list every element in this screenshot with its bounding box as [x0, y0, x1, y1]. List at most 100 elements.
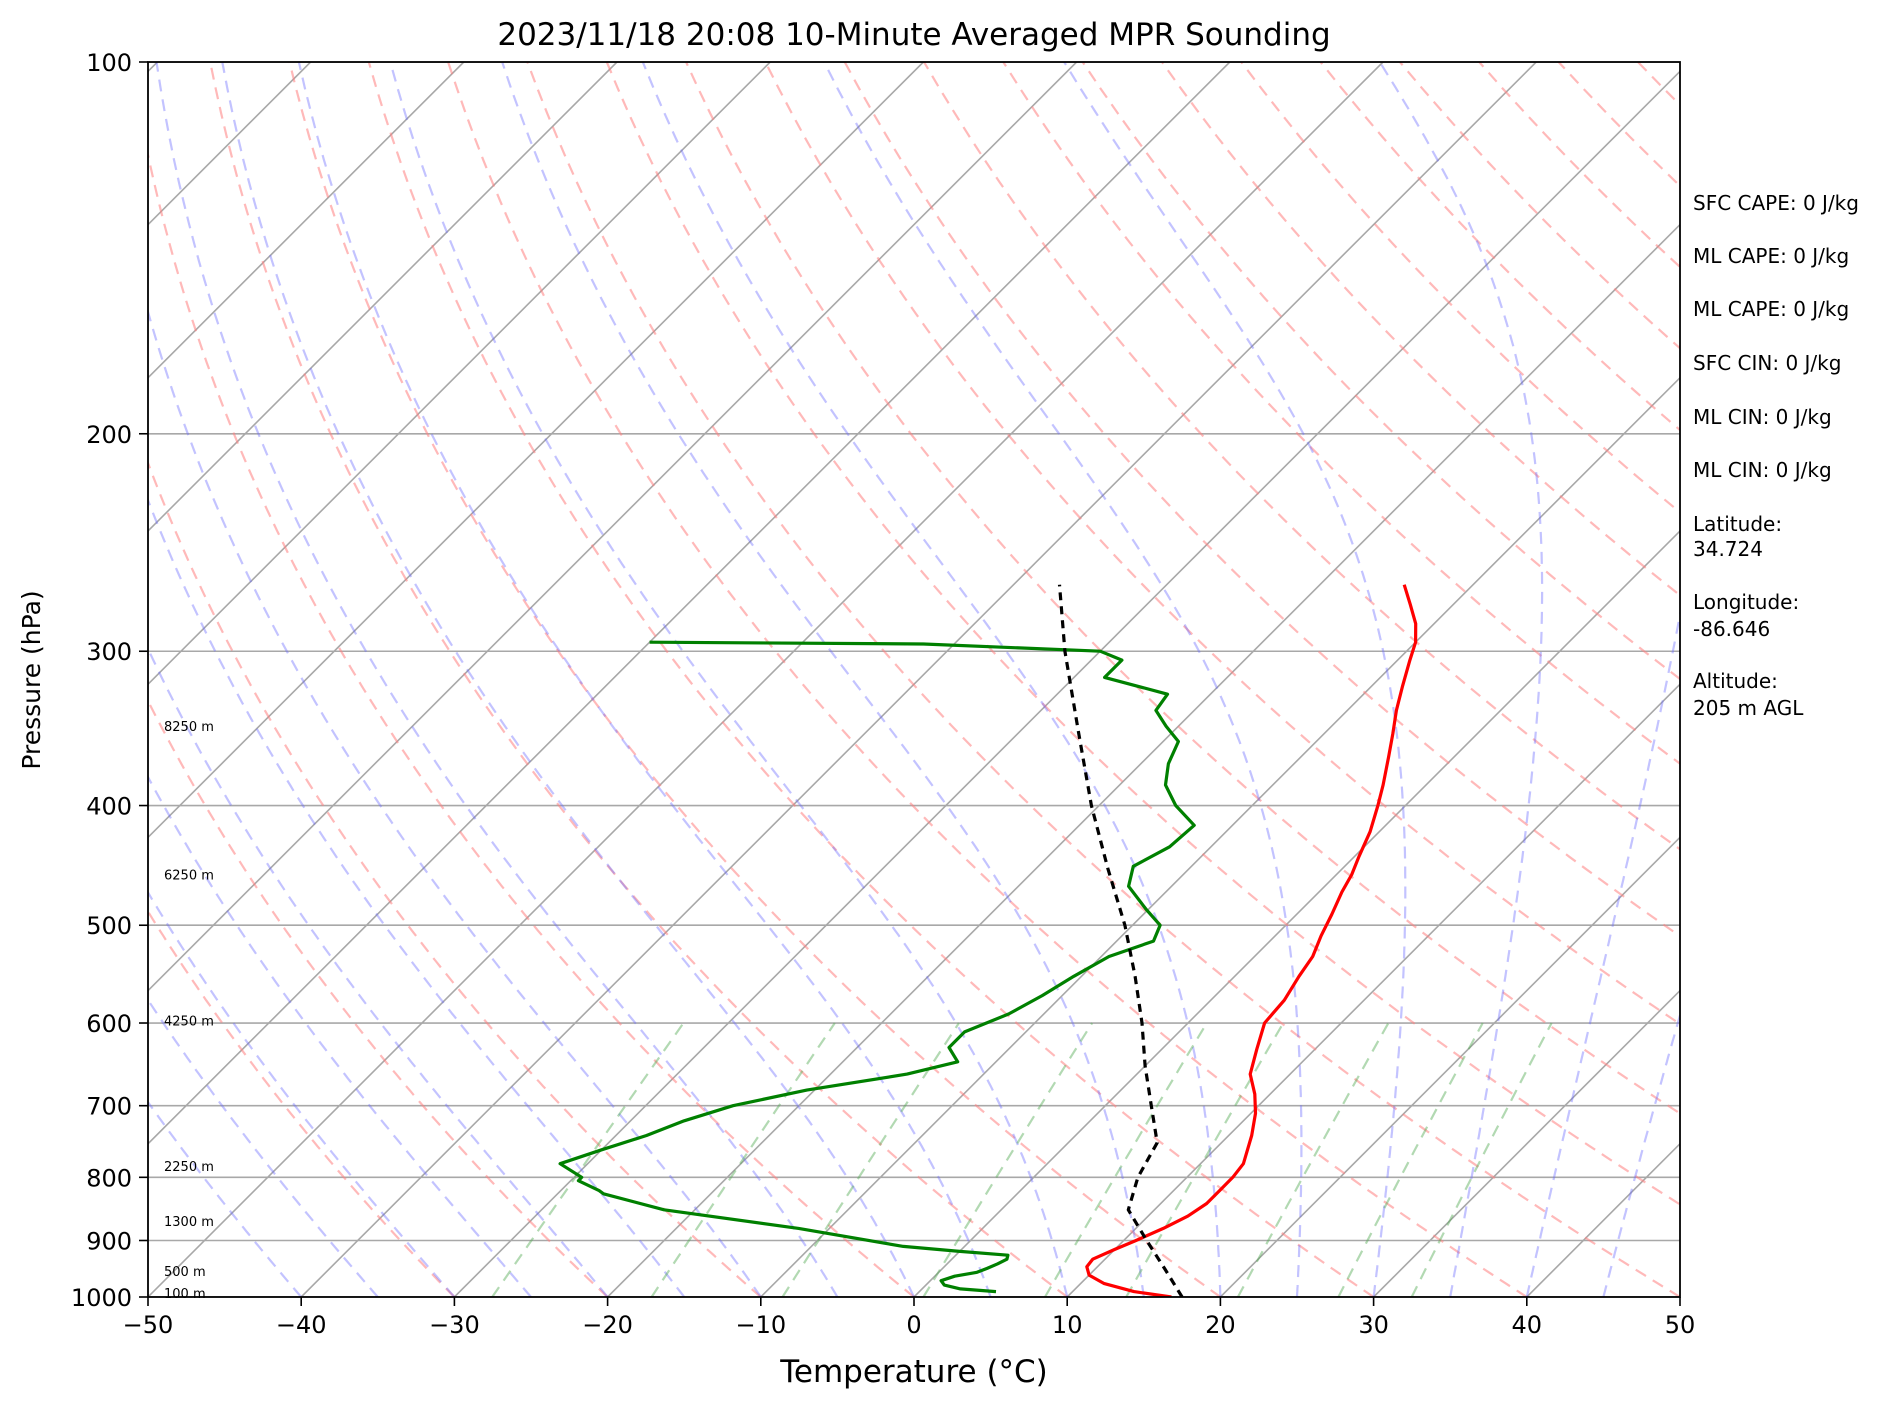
moist-adiabat: [297, 62, 992, 1297]
isotherm-line: [148, 62, 1078, 992]
height-label: 8250 m: [164, 720, 214, 735]
y-tick-label: 900: [86, 1227, 132, 1255]
height-label: 1300 m: [164, 1215, 214, 1230]
stat-altitude-value: 205 m AGL: [1693, 696, 1804, 720]
chart-title: 2023/11/18 20:08 10-Minute Averaged MPR …: [497, 17, 1330, 53]
x-axis-label: Temperature (°C): [779, 1354, 1048, 1390]
isotherm-line: [607, 223, 1680, 1297]
height-labels: 8250 m 6250 m 4250 m 2250 m 1300 m 500 m 100 m: [164, 720, 214, 1302]
x-tick-label: −10: [735, 1311, 786, 1339]
moist-adiabat: [823, 62, 1303, 1297]
moist-adiabat: [1378, 62, 1544, 1297]
moist-adiabat: [389, 62, 1069, 1297]
stat-ml-cin: ML CIN: 0 J/kg: [1693, 405, 1832, 429]
isotherm-line: [0, 62, 4, 1297]
isotherm-line: [1066, 683, 1680, 1297]
isotherm-line: [148, 62, 924, 839]
dry-adiabat: [148, 459, 762, 1297]
stat-longitude-label: Longitude:: [1693, 590, 1799, 614]
dry-adiabat: [148, 909, 456, 1297]
mixing-ratio-line: [1337, 1022, 1484, 1297]
dry-adiabat: [526, 62, 1680, 1297]
stat-ml-cin-2: ML CIN: 0 J/kg: [1693, 458, 1832, 482]
height-label: 6250 m: [164, 869, 214, 884]
isotherm-line: [453, 70, 1680, 1297]
y-tick-label: 500: [86, 912, 132, 940]
moist-adiabat: [155, 62, 839, 1297]
mixing-ratio-line: [922, 1022, 1094, 1297]
moist-adiabat: [148, 890, 456, 1297]
plot-frame: [147, 61, 1681, 1298]
isotherm-line: [913, 529, 1680, 1297]
y-tick-label: 700: [86, 1093, 132, 1121]
tick-layer: −50 −40 −30 −20 −10 0 10 20 30 40 50 100 200 300 400 50…: [71, 49, 1695, 1339]
moist-adiabat: [1602, 1011, 1680, 1297]
dry-adiabat: [288, 62, 1222, 1297]
dry-adiabat: [148, 698, 609, 1297]
stat-longitude-value: -86.646: [1693, 617, 1770, 641]
dry-adiabat: [148, 149, 915, 1297]
x-tick-label: 50: [1665, 1311, 1696, 1339]
mixing-ratio-line: [781, 1022, 960, 1297]
isotherm-line: [760, 376, 1680, 1297]
dry-adiabat: [447, 62, 1528, 1297]
isotherm-line: [148, 62, 618, 533]
isotherm-line: [148, 62, 465, 379]
y-axis-label: Pressure (hPa): [17, 590, 46, 769]
height-label: 100 m: [164, 1287, 206, 1302]
moist-adiabat: [1063, 62, 1407, 1297]
isotherm-line: [148, 62, 1384, 1297]
isotherm-line: [148, 62, 312, 226]
y-tick-label: 100: [86, 49, 132, 77]
isotherm-line: [1373, 989, 1680, 1297]
stat-sfc-cin: SFC CIN: 0 J/kg: [1693, 351, 1841, 375]
parcel-path: [1057, 584, 1184, 1297]
isotherm-line: [148, 62, 771, 686]
x-tick-label: −40: [276, 1311, 327, 1339]
stat-ml-cape-2: ML CAPE: 0 J/kg: [1693, 297, 1849, 321]
mixing-ratio-line: [1410, 1022, 1553, 1297]
mixing-ratio-line: [1044, 1022, 1208, 1297]
mixing-ratio-line: [1236, 1022, 1390, 1297]
mixing-ratio-line: [650, 1022, 836, 1297]
moist-adiabat: [1525, 609, 1680, 1297]
stats-panel: SFC CAPE: 0 J/kg ML CAPE: 0 J/kg ML CAPE…: [1693, 191, 1859, 720]
x-tick-label: 30: [1358, 1311, 1389, 1339]
y-tick-label: 400: [86, 793, 132, 821]
x-tick-label: 0: [906, 1311, 921, 1339]
height-label: 4250 m: [164, 1014, 214, 1029]
moist-adiabat: [501, 62, 1145, 1297]
moist-adiabat: [641, 62, 1222, 1297]
moist-adiabat: [148, 497, 686, 1297]
series-layer: [558, 584, 1418, 1297]
x-tick-label: −20: [582, 1311, 633, 1339]
background-lines: [0, 62, 1680, 1297]
moist-adiabat: [221, 62, 915, 1297]
dry-adiabat: [367, 62, 1375, 1297]
y-tick-label: 600: [86, 1010, 132, 1038]
y-tick-label: 1000: [71, 1284, 132, 1312]
dry-adiabat: [605, 62, 1680, 1206]
height-label: 2250 m: [164, 1160, 214, 1175]
isotherm-line: [148, 62, 1231, 1145]
stat-ml-cape: ML CAPE: 0 J/kg: [1693, 244, 1849, 268]
temperature-profile: [1085, 584, 1418, 1297]
x-tick-label: 20: [1205, 1311, 1236, 1339]
y-tick-label: 200: [86, 421, 132, 449]
isotherm-line: [1219, 836, 1680, 1297]
x-tick-label: 40: [1512, 1311, 1543, 1339]
stat-latitude-label: Latitude:: [1693, 512, 1782, 536]
dewpoint-profile: [558, 640, 1196, 1294]
moist-adiabat: [148, 307, 762, 1297]
dry-adiabat: [1161, 62, 1680, 597]
moist-adiabat: [148, 997, 379, 1297]
y-tick-label: 300: [86, 638, 132, 666]
height-label: 500 m: [164, 1265, 206, 1280]
x-tick-label: −30: [429, 1311, 480, 1339]
mixing-ratio-line: [491, 1022, 685, 1297]
stat-altitude-label: Altitude:: [1693, 669, 1778, 693]
stat-sfc-cape: SFC CAPE: 0 J/kg: [1693, 191, 1859, 215]
y-tick-label: 800: [86, 1164, 132, 1192]
x-tick-label: 10: [1052, 1311, 1083, 1339]
